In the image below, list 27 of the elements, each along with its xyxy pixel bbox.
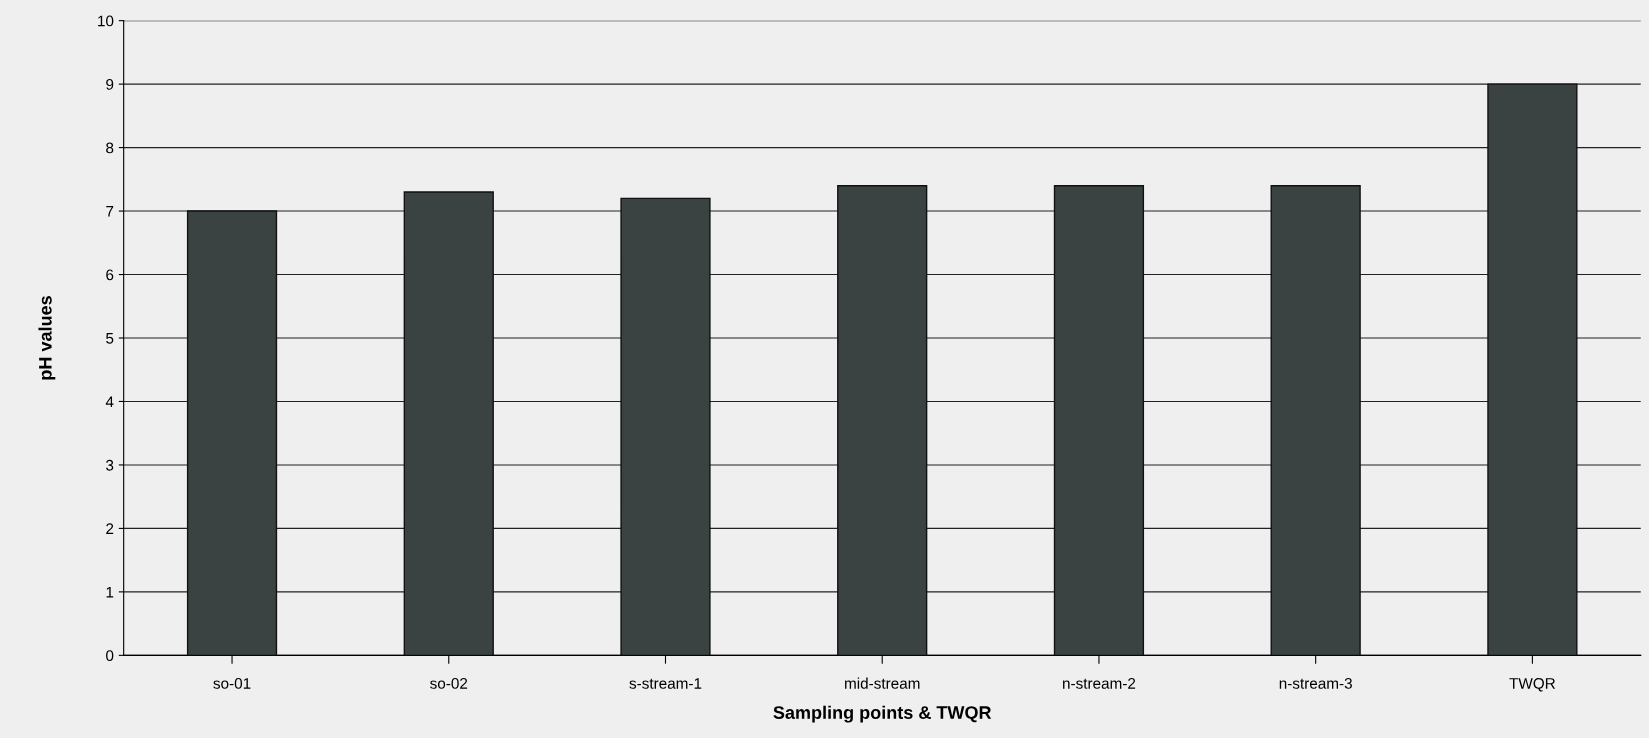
y-tick-label: 10 (98, 15, 114, 27)
x-axis-title: Sampling points & TWQR (773, 705, 992, 723)
y-tick-label: 5 (106, 333, 114, 344)
bar (1053, 184, 1145, 656)
bar (403, 191, 494, 656)
y-tick-label: 2 (106, 523, 114, 534)
y-tick-label: 0 (106, 650, 114, 662)
x-tick-label: mid-stream (845, 677, 920, 689)
x-tick-label: n-stream-2 (1063, 677, 1136, 689)
bar (1270, 184, 1361, 656)
x-tick-label: TWQR (1509, 677, 1556, 692)
y-tick-label: 8 (106, 142, 114, 154)
bar (837, 184, 928, 656)
y-tick-label: 7 (106, 206, 114, 217)
bar (186, 210, 278, 656)
x-tick-label: so-02 (430, 677, 468, 689)
y-tick-label: 6 (106, 269, 114, 281)
bar (620, 197, 711, 656)
x-tick-label: s-stream-1 (629, 678, 702, 689)
x-tick-label: n-stream-3 (1279, 677, 1352, 689)
x-tick-label: so-01 (213, 677, 251, 689)
bar (1487, 83, 1578, 656)
y-tick-label: 9 (106, 79, 114, 90)
y-axis-title: pH values (38, 296, 56, 380)
y-tick-label: 3 (106, 459, 114, 471)
y-tick-label: 4 (105, 396, 114, 408)
y-tick-label: 1 (106, 586, 114, 598)
